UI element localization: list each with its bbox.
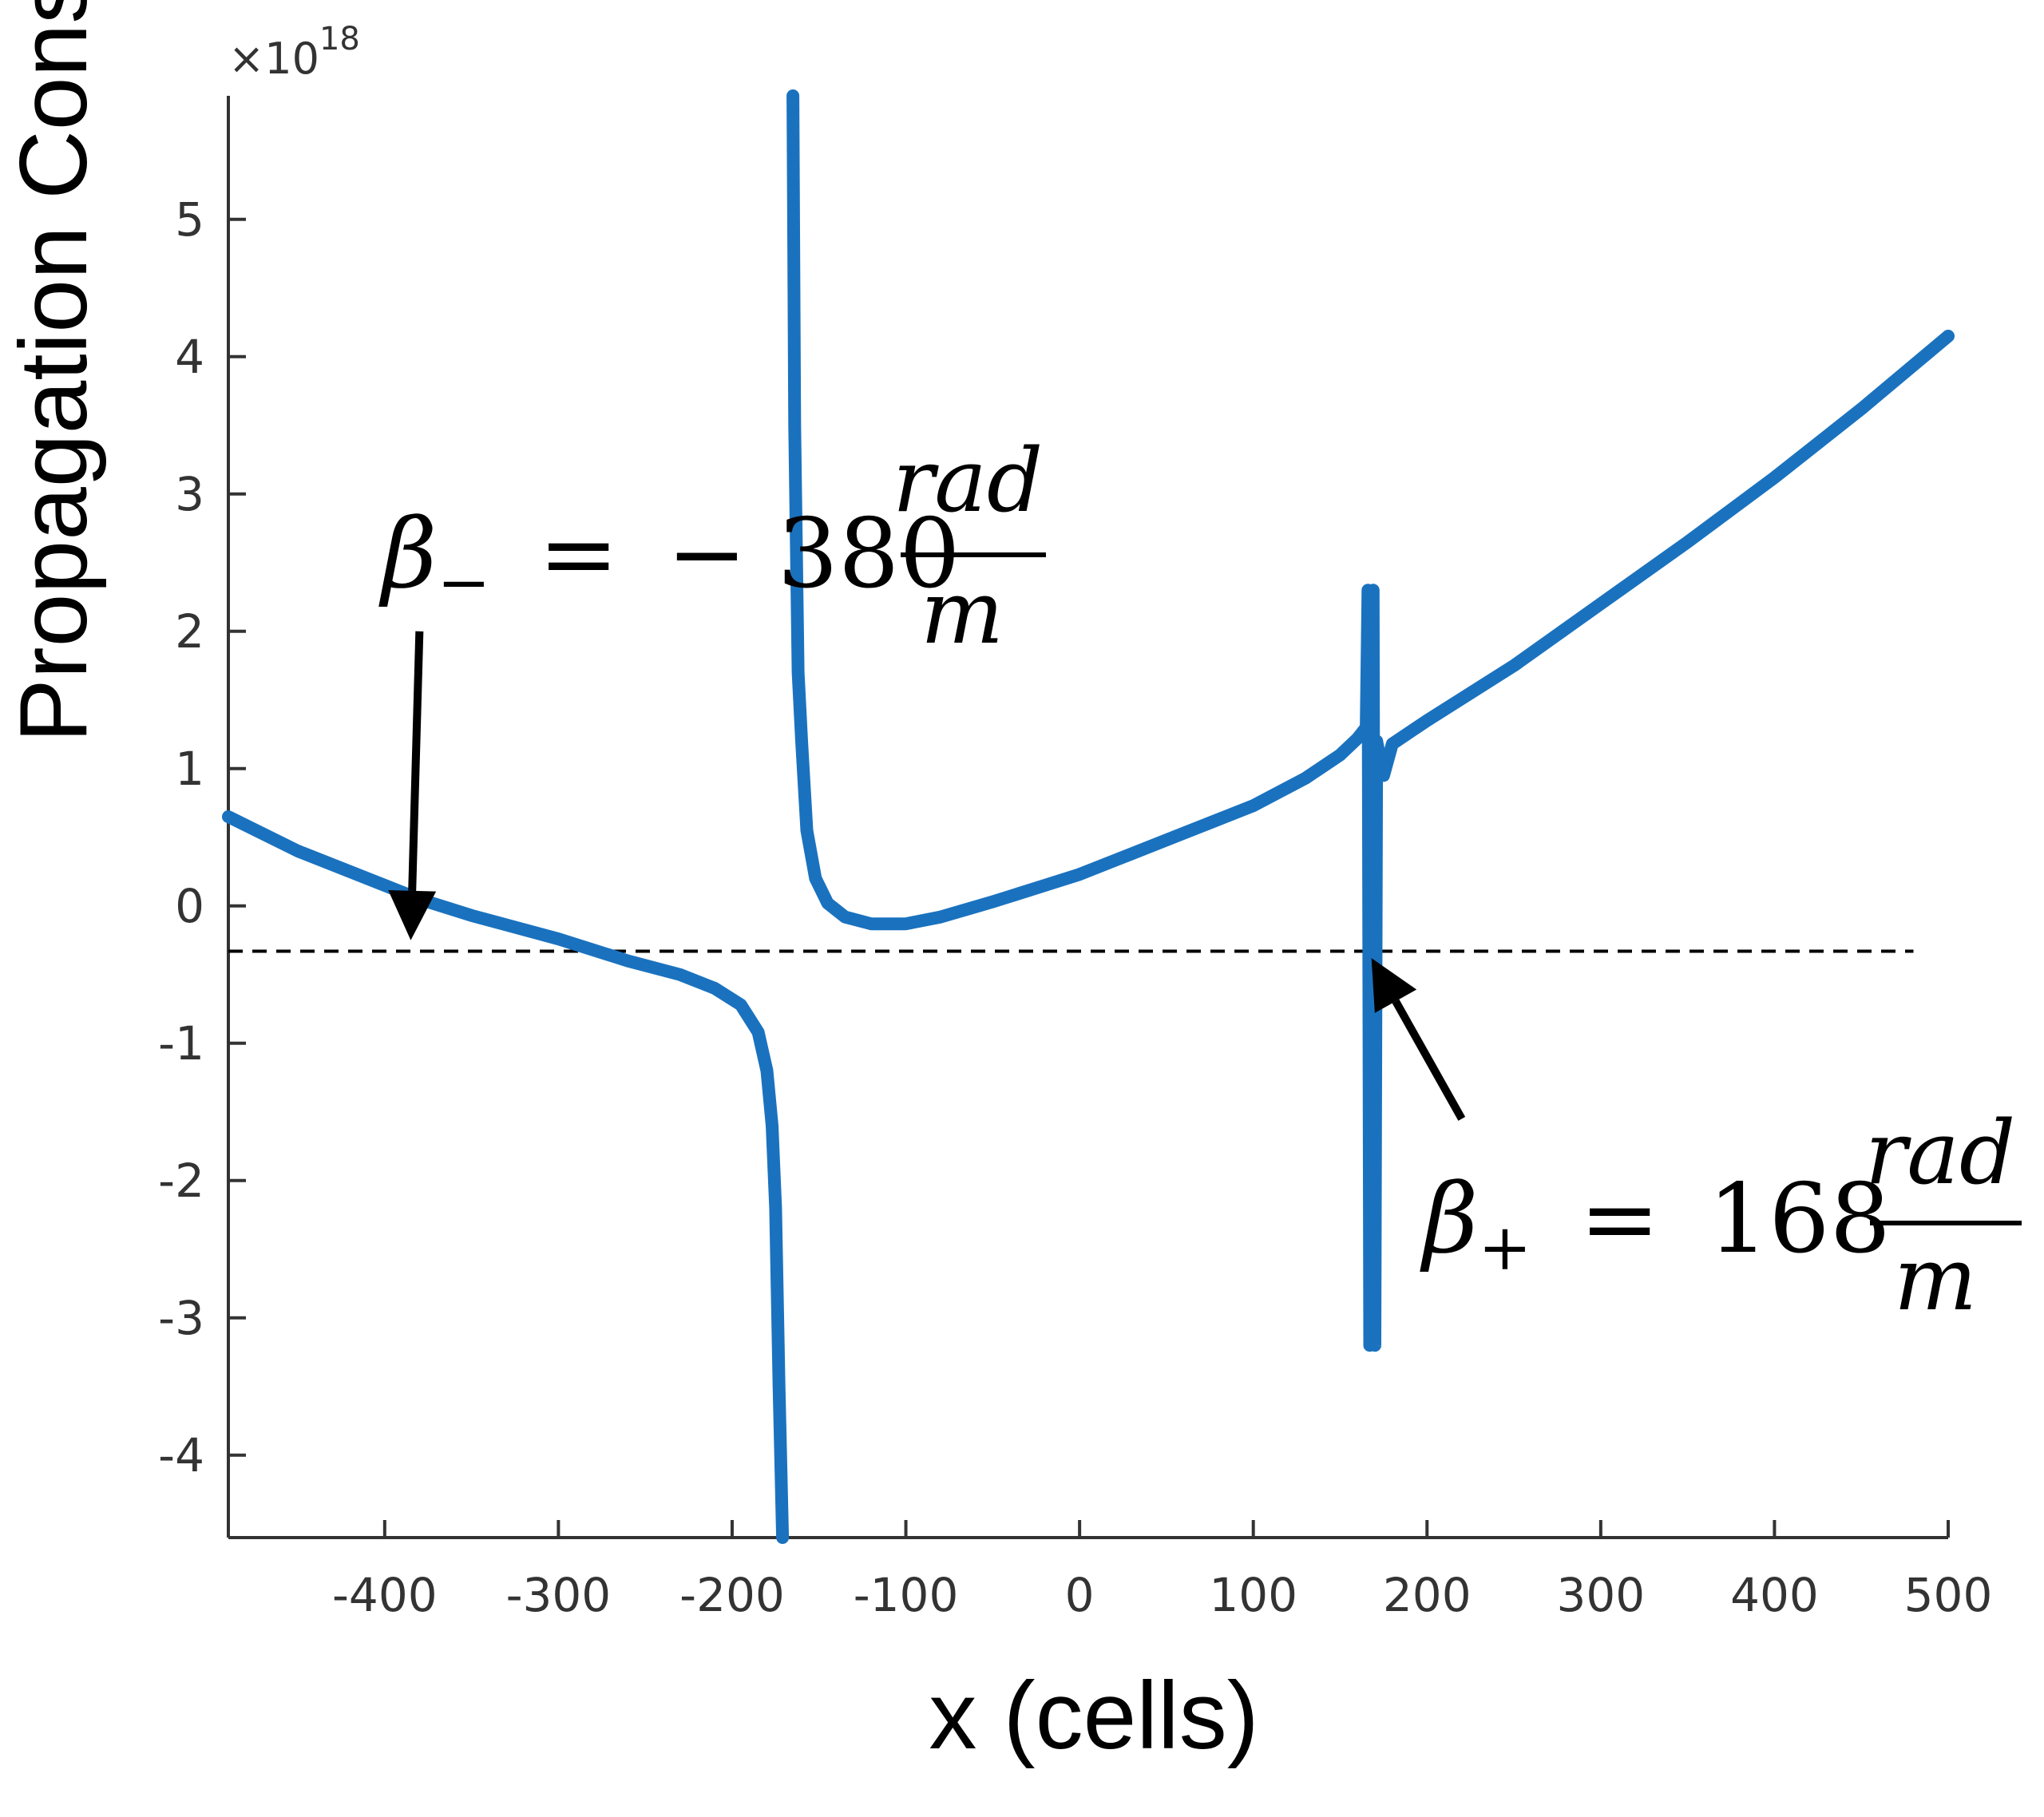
x-tick-label: 100 [1209,1568,1297,1622]
y-axis-exponent-power: 18 [319,21,360,57]
beta-minus-annotation: β− = − 380 rad m [378,430,1046,940]
y-tick-label: -1 [158,1016,204,1071]
beta-plus-equals: = [1579,1164,1660,1275]
x-tick-label: 500 [1904,1568,1993,1622]
y-tick-label: -3 [158,1291,204,1345]
y-tick-label: 1 [175,742,204,796]
beta-plus-arrow [1371,958,1466,1121]
y-axis-exponent-base: ×10 [228,34,319,84]
y-tick-label: -4 [158,1428,204,1482]
x-tick-label: 400 [1730,1568,1819,1622]
x-tick-label: -200 [679,1568,785,1622]
x-tick-label: -300 [506,1568,612,1622]
beta-minus-label: β− = − 380 [378,499,961,620]
arrow-head [388,889,437,940]
arrow-shaft [408,631,424,891]
beta-minus-subscript: − [437,545,490,620]
series-line-segment [1370,330,1955,782]
y-tick-label: 4 [175,330,204,384]
x-tick-label: -100 [854,1568,959,1622]
plot-area: -400 -300 -200 -100 0 100 200 300 400 500 543210-… [158,21,1992,1622]
series-line-segment [222,810,790,1544]
beta-minus-numerator: rad [893,430,1044,532]
y-tick-label: 0 [175,879,204,933]
y-tick-label: 5 [175,192,204,247]
beta-plus-denominator: m [1894,1228,1977,1330]
beta-plus-numerator: rad [1865,1102,2016,1204]
beta-plus-symbol: β [1420,1164,1478,1275]
x-tick-label: -400 [332,1568,438,1622]
x-axis-title: x (cells) [929,1662,1258,1769]
beta-minus-denominator: m [921,561,1004,663]
arrow-head [1371,958,1417,1013]
beta-minus-arrow [388,631,437,940]
series-line-segment [786,89,1373,931]
series-line-segment [1360,584,1384,1352]
beta-minus-symbol: β [378,499,437,610]
x-tick-label: 200 [1383,1568,1472,1622]
x-axis-ticks: -400 -300 -200 -100 0 100 200 300 400 500 [332,1520,1992,1622]
y-tick-label: 2 [175,604,204,659]
x-tick-label: 0 [1065,1568,1095,1622]
y-axis-exponent: ×1018 [228,21,360,84]
beta-plus-subscript: + [1478,1210,1531,1285]
beta-plus-value: 168 [1708,1164,1891,1275]
data-series [222,89,1955,1544]
beta-minus-equals: = [538,499,619,610]
y-tick-label: -2 [158,1154,204,1208]
arrow-shaft [1392,999,1466,1121]
y-axis-ticks: 5 4 3 2 1 0 -1 -2 -3 -4 [158,192,246,1482]
y-axis-title: Propagation Constant [0,0,107,742]
beta-plus-label: β+ = 168 [1420,1164,1891,1285]
x-tick-label: 300 [1556,1568,1645,1622]
beta-plus-annotation: β+ = 168 rad m [1371,958,2022,1330]
y-tick-label: 3 [175,467,204,521]
